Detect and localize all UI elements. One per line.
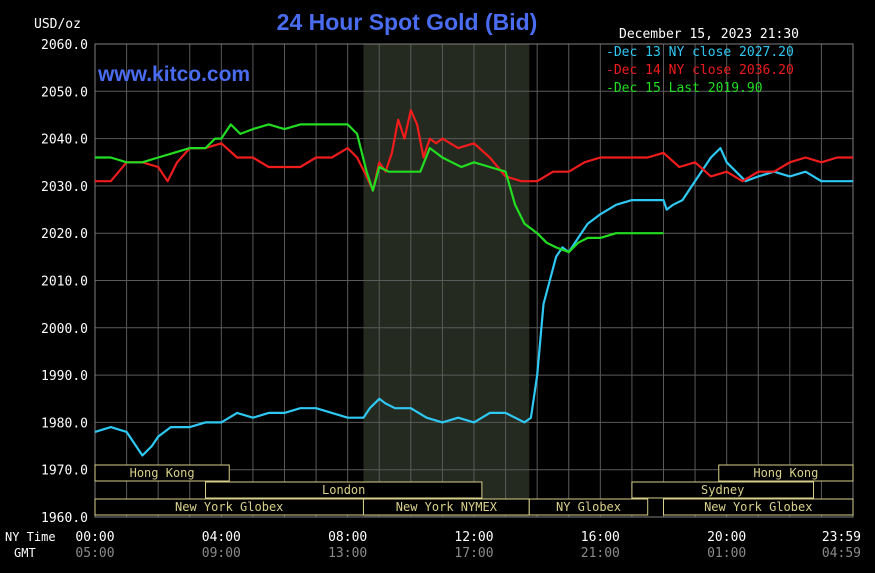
- session-label: New York Globex: [704, 500, 812, 514]
- gmt-label: GMT: [14, 546, 36, 560]
- x-tick-label-gmt: 17:00: [454, 546, 493, 561]
- legend-item-dec14: -Dec 14 NY close 2036.20: [606, 63, 794, 78]
- y-tick-label: 1980.0: [41, 416, 88, 431]
- y-tick-label: 2010.0: [41, 275, 88, 290]
- x-tick-label-ny: 00:00: [75, 530, 114, 545]
- timestamp: December 15, 2023 21:30: [619, 27, 799, 42]
- session-bar: [528, 498, 649, 516]
- session-bar: [205, 481, 483, 499]
- y-axis-label: USD/oz: [34, 17, 81, 32]
- x-tick-label-ny: 08:00: [328, 530, 367, 545]
- x-tick-label-gmt: 05:00: [75, 546, 114, 561]
- y-tick-label: 1970.0: [41, 464, 88, 479]
- x-tick-label-gmt: 13:00: [328, 546, 367, 561]
- session-label: Hong Kong: [753, 466, 818, 480]
- y-tick-label: 2020.0: [41, 227, 88, 242]
- session-bar: [631, 481, 815, 499]
- y-tick-label: 2060.0: [41, 38, 88, 53]
- x-tick-label-ny: 12:00: [454, 530, 493, 545]
- series-line-dec-14: [95, 109, 853, 192]
- x-tick-label-gmt: 01:00: [707, 546, 746, 561]
- series-lines: [94, 109, 853, 457]
- y-axis-ticks: 2060.0 2050.0 2040.0 2030.0 2020.0 2010.0 2000…: [41, 38, 88, 526]
- x-tick-label-gmt: 09:00: [202, 546, 241, 561]
- series-line-dec-15: [95, 123, 664, 254]
- watermark: www.kitco.com: [97, 63, 250, 86]
- session-label: NY Globex: [556, 500, 621, 514]
- session-label: London: [322, 483, 365, 497]
- session-bar: [718, 464, 854, 482]
- x-tick-label-ny: 04:00: [202, 530, 241, 545]
- session-bar: [94, 464, 230, 482]
- session-label: New York NYMEX: [396, 500, 498, 514]
- x-tick-label-gmt: 21:00: [581, 546, 620, 561]
- session-label: Hong Kong: [130, 466, 195, 480]
- y-tick-label: 1990.0: [41, 369, 88, 384]
- x-tick-label-ny: 20:00: [707, 530, 746, 545]
- session-label: New York Globex: [175, 500, 283, 514]
- x-tick-label-ny: 16:00: [581, 530, 620, 545]
- trading-session-bars: Hong Kong Hong Kong London Sydney New York G…: [94, 464, 854, 516]
- ny-time-label: NY Time: [5, 530, 56, 544]
- chart-title: 24 Hour Spot Gold (Bid): [277, 9, 538, 35]
- series-line-dec-13: [94, 147, 853, 457]
- x-tick-label-ny: 23:59: [822, 530, 861, 545]
- y-tick-label: 2000.0: [41, 322, 88, 337]
- y-tick-label: 2040.0: [41, 133, 88, 148]
- session-bar: [663, 498, 854, 516]
- session-label: Sydney: [701, 483, 744, 497]
- x-tick-label-gmt: 04:59: [822, 546, 861, 561]
- plot-frame: [94, 43, 854, 518]
- legend: -Dec 13 NY close 2027.20 -Dec 14 NY clos…: [606, 45, 794, 96]
- legend-item-dec15: -Dec 15 Last 2019.90: [606, 81, 763, 96]
- y-tick-label: 2030.0: [41, 180, 88, 195]
- y-tick-label: 1960.0: [41, 511, 88, 526]
- legend-item-dec13: -Dec 13 NY close 2027.20: [606, 45, 794, 60]
- y-tick-label: 2050.0: [41, 85, 88, 100]
- grid-lines: [94, 43, 854, 518]
